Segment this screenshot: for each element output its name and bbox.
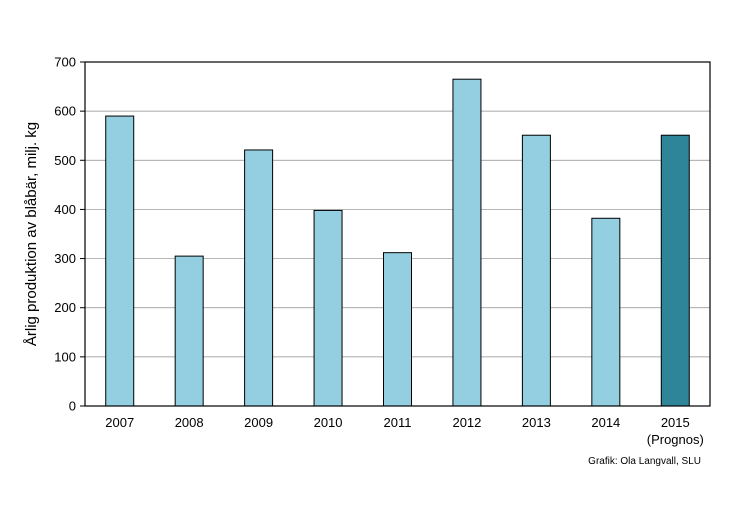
bar-2010 — [313, 209, 343, 407]
bar-2015 — [660, 134, 690, 407]
bar-2008 — [174, 255, 204, 407]
x-tick-label: 2015 — [661, 415, 690, 430]
x-tick-labels: 2007 2008 2009 2010 2011 2012 2013 2014 2015 (Pro… — [105, 415, 704, 447]
plot-frame — [84, 61, 711, 407]
x-tick-label: 2007 — [105, 415, 134, 430]
bar-2011 — [383, 252, 412, 407]
bar-2012 — [452, 78, 482, 407]
y-tick-label: 0 — [69, 399, 76, 414]
credit-text: Grafik: Ola Langvall, SLU — [588, 456, 701, 467]
y-tick-label: 200 — [54, 300, 76, 315]
x-tick-label: 2014 — [591, 415, 620, 430]
x-tick-label: 2013 — [522, 415, 551, 430]
y-tick-label: 500 — [54, 153, 76, 168]
x-tick-label: 2009 — [244, 415, 273, 430]
bar-2009 — [244, 149, 274, 407]
y-tick-label: 100 — [54, 349, 76, 364]
x-tick-label: 2010 — [314, 415, 343, 430]
y-axis-title: Årlig produktion av blåbär, milj. kg — [23, 122, 40, 346]
x-tick-label: 2008 — [175, 415, 204, 430]
x-tick-label: 2012 — [452, 415, 481, 430]
bar-2007 — [105, 115, 135, 407]
y-tick-label: 600 — [54, 104, 76, 119]
bars — [105, 78, 690, 407]
y-tick-label: 700 — [54, 55, 76, 70]
x-tick-sublabel: (Prognos) — [647, 432, 704, 447]
y-tick-label: 400 — [54, 202, 76, 217]
y-tick-labels: 0 100 200 300 400 500 600 700 — [54, 55, 85, 414]
bar-2013 — [521, 134, 551, 407]
bar-2014 — [591, 217, 621, 407]
y-tick-label: 300 — [54, 251, 76, 266]
x-tick-label: 2011 — [384, 415, 412, 430]
